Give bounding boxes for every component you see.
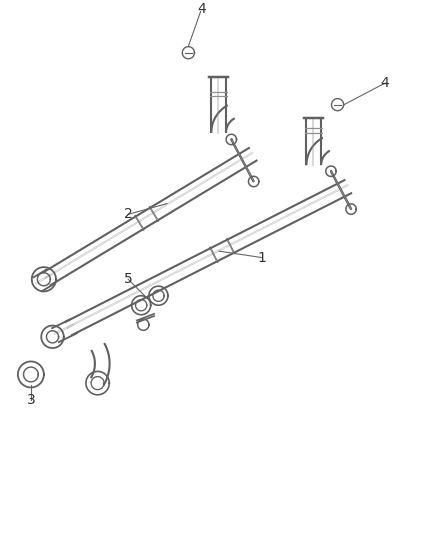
Text: 2: 2 <box>124 207 133 221</box>
Text: 4: 4 <box>381 76 389 90</box>
Text: 3: 3 <box>27 393 35 407</box>
Text: 4: 4 <box>197 3 206 17</box>
Text: 5: 5 <box>124 272 133 286</box>
Text: 1: 1 <box>258 251 267 264</box>
